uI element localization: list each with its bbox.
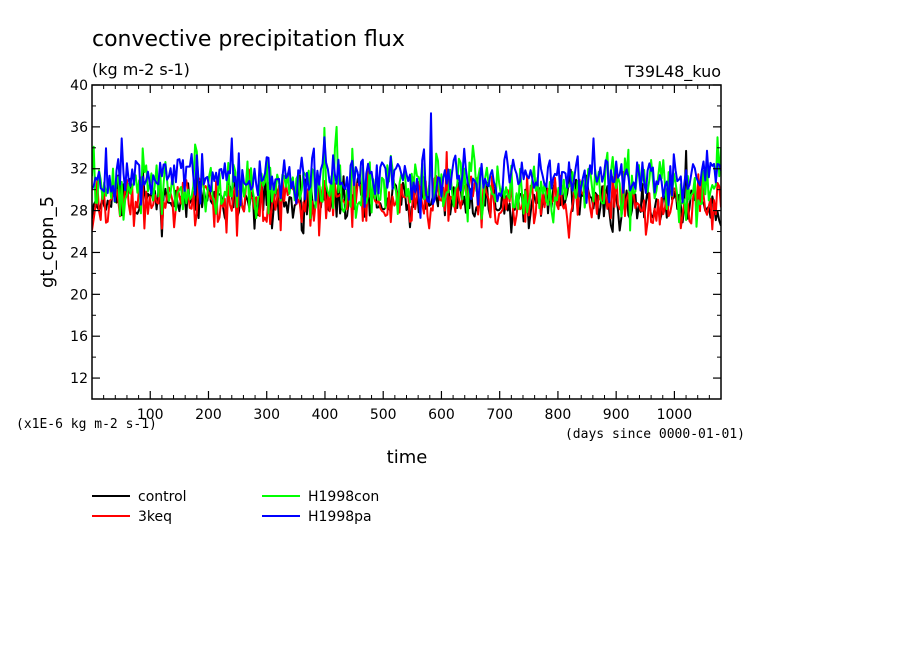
- chart-unit: (kg m-2 s-1): [92, 60, 190, 79]
- experiment-label: T39L48_kuo: [624, 62, 721, 82]
- plot-frame: [91, 84, 722, 400]
- legend-label-h1998pa: H1998pa: [308, 509, 372, 525]
- x-tick-label: 900: [603, 407, 630, 423]
- y-tick-label: 40: [70, 78, 88, 94]
- y-tick-label: 36: [70, 120, 88, 136]
- x-tick-label: 200: [195, 407, 222, 423]
- x-tick-label: 500: [370, 407, 397, 423]
- x-tick-label: 800: [545, 407, 572, 423]
- chart-title: convective precipitation flux: [92, 27, 405, 52]
- x-tick-label: 100: [137, 407, 164, 423]
- series-line-h1998pa: [92, 112, 721, 219]
- x-axis-title: time: [387, 447, 428, 468]
- x-tick-label: 600: [428, 407, 455, 423]
- y-unit-label: (x1E-6 kg m-2 s-1): [16, 417, 157, 432]
- y-tick-label: 28: [70, 204, 88, 220]
- x-tick-label: 400: [312, 407, 339, 423]
- y-tick-label: 24: [70, 245, 88, 261]
- legend: control 3keq H1998con H1998pa: [92, 489, 379, 525]
- y-tick-label: 16: [70, 329, 88, 345]
- series-line-h1998con: [92, 125, 721, 232]
- x-tick-label: 1000: [657, 407, 693, 423]
- y-tick-label: 20: [70, 287, 88, 303]
- legend-label-h1998con: H1998con: [308, 489, 379, 505]
- x-tick-label: 300: [253, 407, 280, 423]
- x-unit-label: (days since 0000-01-01): [565, 427, 745, 442]
- plot-area: 100 200 300 400 500 600 700 800 900 1000 12 16 20 24 2…: [70, 78, 722, 423]
- y-axis-title: gt_cppn_5: [37, 196, 58, 288]
- y-tick-label: 12: [70, 371, 88, 387]
- x-tick-label: 700: [486, 407, 513, 423]
- legend-label-control: control: [138, 489, 187, 505]
- legend-label-3keq: 3keq: [138, 509, 172, 525]
- y-tick-label: 32: [70, 162, 88, 178]
